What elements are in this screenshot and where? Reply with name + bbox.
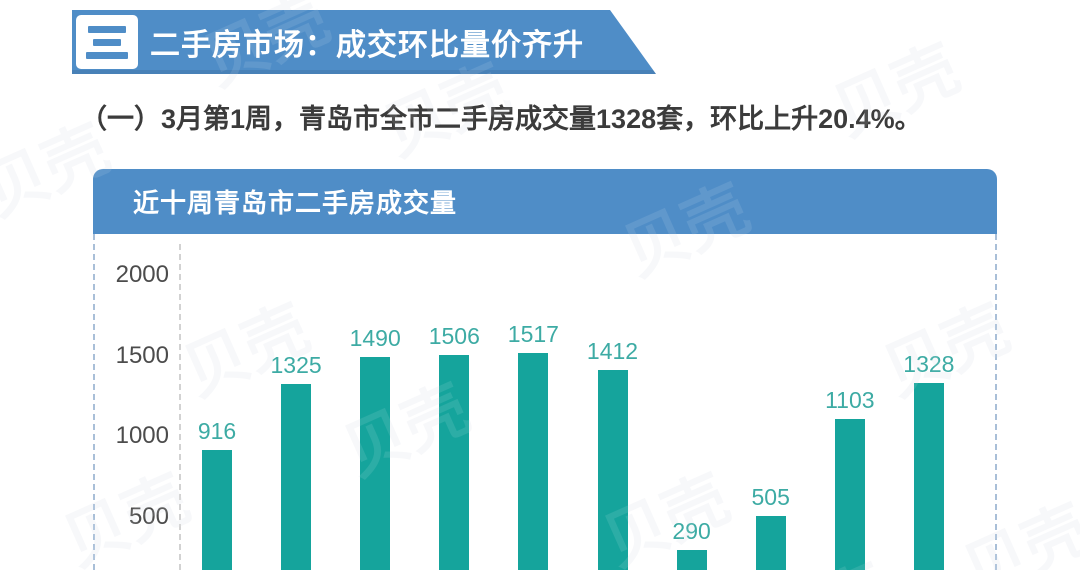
bar [281,383,312,570]
bar-value-label: 1517 [507,320,559,347]
y-axis-tick-label: 500 [128,502,169,530]
bar-value-label: 505 [751,483,790,510]
section-title: 二手房市场：成交环比量价齐升 [150,29,584,62]
bar [439,354,470,570]
bar [755,515,786,570]
bar [834,419,865,570]
y-axis-tick-label: 1500 [115,341,169,369]
chart-header: 近十周青岛市二手房成交量 [93,169,997,234]
y-axis-tick-label: 2000 [115,261,169,288]
bar-value-label: 1412 [586,337,639,364]
bar [202,449,232,570]
section-number-icon [76,15,138,69]
bar-value-label: 916 [197,417,237,444]
y-axis-line [179,244,181,570]
bar [518,352,549,570]
plot-area: 500 1000 1500 2000 916 1325 1490 1506 1517 1412 29… [93,234,997,570]
bar-value-label: 290 [672,518,711,545]
bar-value-label: 1325 [270,351,322,378]
bar [913,383,944,570]
bar-value-label: 1490 [349,325,401,352]
bar-value-label: 1506 [428,322,480,349]
chart-card: 近十周青岛市二手房成交量 500 1000 1500 2000 916 1325 1490 1… [93,169,997,570]
bar-value-label: 1103 [825,387,875,414]
bar [360,357,391,570]
bar [597,369,628,570]
y-axis-tick-label: 1000 [115,422,169,449]
section-banner: 二手房市场：成交环比量价齐升 [72,10,656,74]
bar [676,550,707,570]
chart-title: 近十周青岛市二手房成交量 [133,188,458,218]
bar-value-label: 1328 [903,351,955,378]
intro-text: （一）3月第1周，青岛市全市二手房成交量1328套，环比上升20.4%。 [80,104,922,134]
